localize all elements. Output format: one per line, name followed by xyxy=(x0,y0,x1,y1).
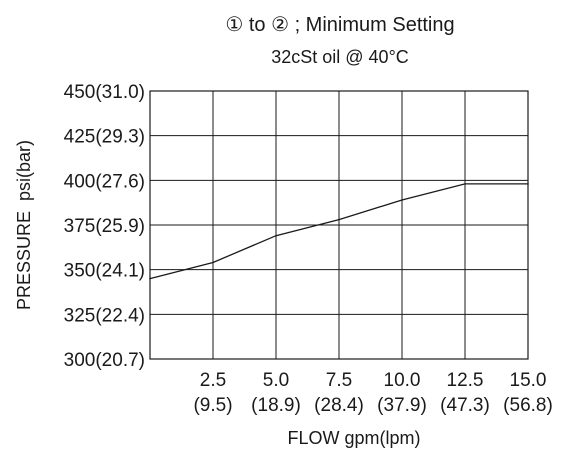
y-tick-label: 300(20.7) xyxy=(64,350,145,371)
x-tick-sublabel: (56.8) xyxy=(503,395,553,416)
data-point xyxy=(338,219,340,221)
y-tick-label: 425(29.3) xyxy=(64,127,145,148)
y-tick-label: 350(24.1) xyxy=(64,261,145,282)
x-tick-label: 10.0 xyxy=(384,370,421,391)
data-point xyxy=(527,183,529,185)
x-tick-label: 5.0 xyxy=(263,370,289,391)
x-tick-label: 2.5 xyxy=(200,370,226,391)
x-tick-sublabel: (37.9) xyxy=(377,395,427,416)
x-axis-label: FLOW gpm(lpm) xyxy=(287,428,420,448)
chart-subtitle: 32cSt oil @ 40°C xyxy=(271,47,409,67)
y-tick-labels: 300(20.7) 325(22.4) 350(24.1) 375(25.9) 400(… xyxy=(64,82,145,371)
x-tick-sublabel: (28.4) xyxy=(314,395,364,416)
x-tick-sublabel: (18.9) xyxy=(251,395,301,416)
chart-title: ① to ② ; Minimum Setting xyxy=(225,14,454,36)
y-tick-label: 400(27.6) xyxy=(64,171,145,192)
grid-lines xyxy=(150,91,528,359)
y-tick-label: 325(22.4) xyxy=(64,305,145,326)
data-point xyxy=(212,262,214,264)
x-tick-label: 12.5 xyxy=(447,370,484,391)
data-point xyxy=(275,235,277,237)
y-tick-label: 450(31.0) xyxy=(64,82,145,103)
data-point xyxy=(149,278,151,280)
x-tick-label: 15.0 xyxy=(510,370,547,391)
y-tick-label: 375(25.9) xyxy=(64,216,145,237)
data-point xyxy=(464,183,466,185)
x-tick-label: 7.5 xyxy=(326,370,352,391)
x-tick-sublabel: (9.5) xyxy=(193,395,232,416)
y-axis-label: PRESSURE psi(bar) xyxy=(14,140,34,310)
x-tick-labels: 2.5 (9.5) 5.0 (18.9) 7.5 (28.4) 10.0 (37.9) 12.5… xyxy=(193,370,552,416)
x-tick-sublabel: (47.3) xyxy=(440,395,490,416)
data-point xyxy=(401,199,403,201)
